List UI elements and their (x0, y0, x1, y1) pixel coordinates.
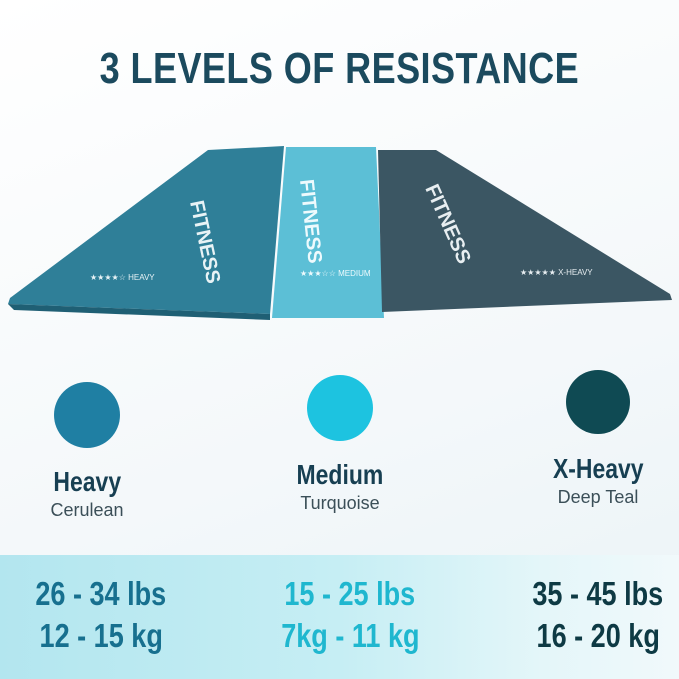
x-heavy-band: FITNESS ★★★★★ X-HEAVY (378, 150, 672, 312)
heavy-band: FITNESS ★★★★☆ HEAVY (8, 146, 284, 320)
medium-color-swatch (307, 375, 373, 441)
medium-band: FITNESS ★★★☆☆ MEDIUM (272, 147, 384, 318)
color-name: Cerulean (50, 500, 124, 520)
level-name: Medium (296, 459, 384, 490)
svg-text:★★★☆☆ MEDIUM: ★★★☆☆ MEDIUM (300, 269, 371, 278)
level-name: X-Heavy (552, 453, 644, 484)
kg-range: 12 - 15 kg (39, 617, 163, 654)
page-title: 3 LEVELS OF RESISTANCE (0, 44, 679, 94)
lbs-range: 35 - 45 lbs (532, 575, 664, 612)
medium-level: Medium Turquoise (240, 459, 440, 514)
x-heavy-weights: 35 - 45 lbs 16 - 20 kg (498, 573, 679, 657)
svg-text:★★★★★ X-HEAVY: ★★★★★ X-HEAVY (520, 268, 593, 277)
resistance-bands-image: FITNESS ★★★★☆ HEAVY FITNESS ★★★☆☆ MEDIUM… (8, 146, 672, 320)
medium-weights: 15 - 25 lbs 7kg - 11 kg (250, 573, 450, 657)
heavy-level: Heavy Cerulean (0, 466, 187, 521)
kg-range: 16 - 20 kg (536, 617, 660, 654)
color-name: Deep Teal (557, 487, 639, 507)
svg-text:★★★★☆ HEAVY: ★★★★☆ HEAVY (90, 273, 155, 282)
heavy-weights: 26 - 34 lbs 12 - 15 kg (1, 573, 201, 657)
lbs-range: 15 - 25 lbs (284, 575, 416, 612)
x-heavy-level: X-Heavy Deep Teal (498, 453, 679, 508)
x-heavy-color-swatch (566, 370, 630, 434)
kg-range: 7kg - 11 kg (280, 617, 420, 654)
lbs-range: 26 - 34 lbs (35, 575, 167, 612)
color-name: Turquoise (300, 493, 380, 513)
weights-panel (0, 555, 679, 679)
level-name: Heavy (53, 466, 121, 497)
title-text: 3 LEVELS OF RESISTANCE (99, 44, 580, 93)
heavy-color-swatch (54, 382, 120, 448)
